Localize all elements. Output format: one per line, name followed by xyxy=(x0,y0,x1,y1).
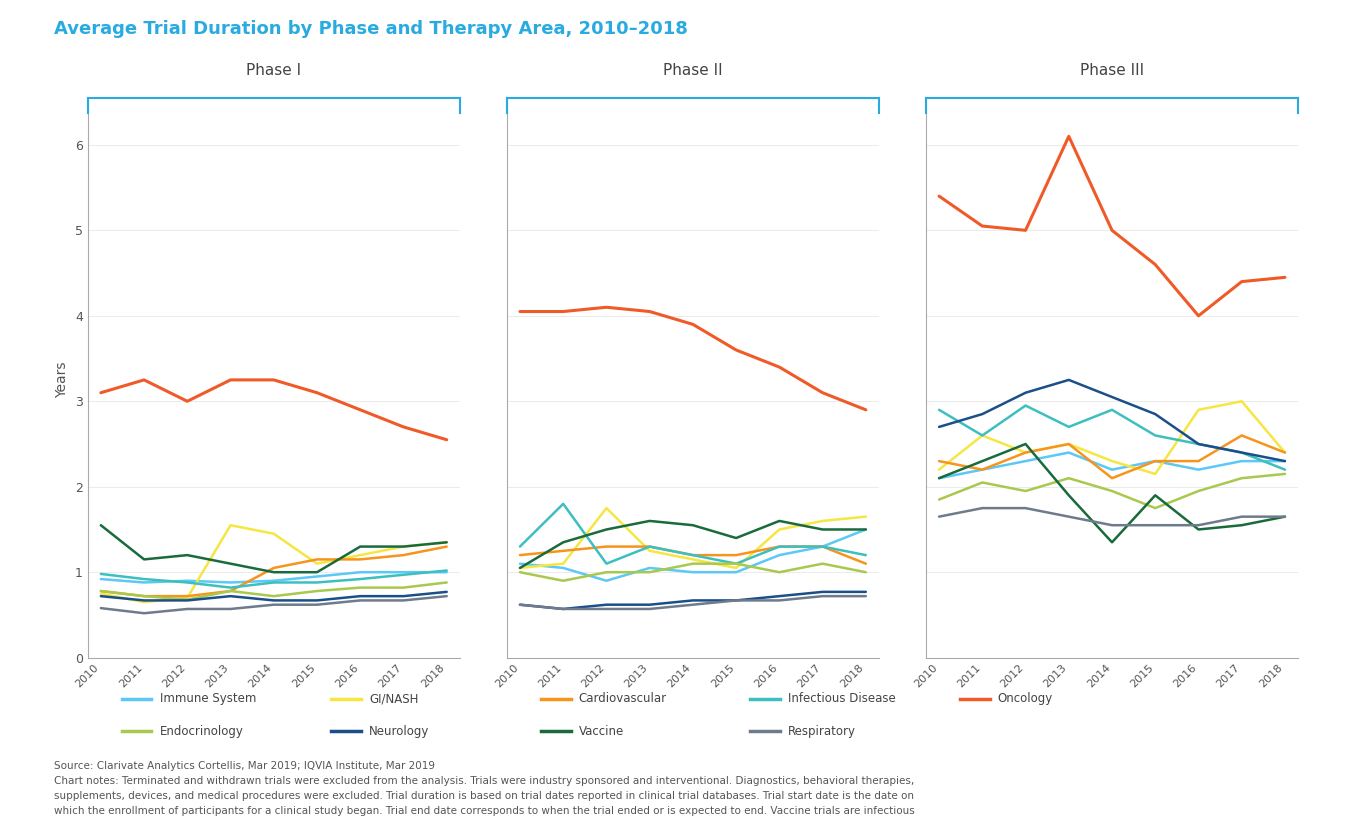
Text: Endocrinology: Endocrinology xyxy=(160,725,243,738)
Text: Phase II: Phase II xyxy=(662,63,723,78)
Text: Neurology: Neurology xyxy=(369,725,430,738)
Text: Phase III: Phase III xyxy=(1080,63,1144,78)
Y-axis label: Years: Years xyxy=(55,362,69,398)
Text: Chart notes: Terminated and withdrawn trials were excluded from the analysis. Tr: Chart notes: Terminated and withdrawn tr… xyxy=(54,776,914,786)
Text: Phase I: Phase I xyxy=(246,63,301,78)
Text: Vaccine: Vaccine xyxy=(579,725,623,738)
Text: Infectious Disease: Infectious Disease xyxy=(788,692,896,705)
Text: Source: Clarivate Analytics Cortellis, Mar 2019; IQVIA Institute, Mar 2019: Source: Clarivate Analytics Cortellis, M… xyxy=(54,761,435,771)
Text: Respiratory: Respiratory xyxy=(788,725,856,738)
Text: Oncology: Oncology xyxy=(998,692,1053,705)
Text: Average Trial Duration by Phase and Therapy Area, 2010–2018: Average Trial Duration by Phase and Ther… xyxy=(54,20,688,38)
Text: GI/NASH: GI/NASH xyxy=(369,692,419,705)
Text: supplements, devices, and medical procedures were excluded. Trial duration is ba: supplements, devices, and medical proced… xyxy=(54,791,914,801)
Text: Cardiovascular: Cardiovascular xyxy=(579,692,667,705)
Text: which the enrollment of participants for a clinical study began. Trial end date : which the enrollment of participants for… xyxy=(54,806,915,815)
Text: Immune System: Immune System xyxy=(160,692,256,705)
